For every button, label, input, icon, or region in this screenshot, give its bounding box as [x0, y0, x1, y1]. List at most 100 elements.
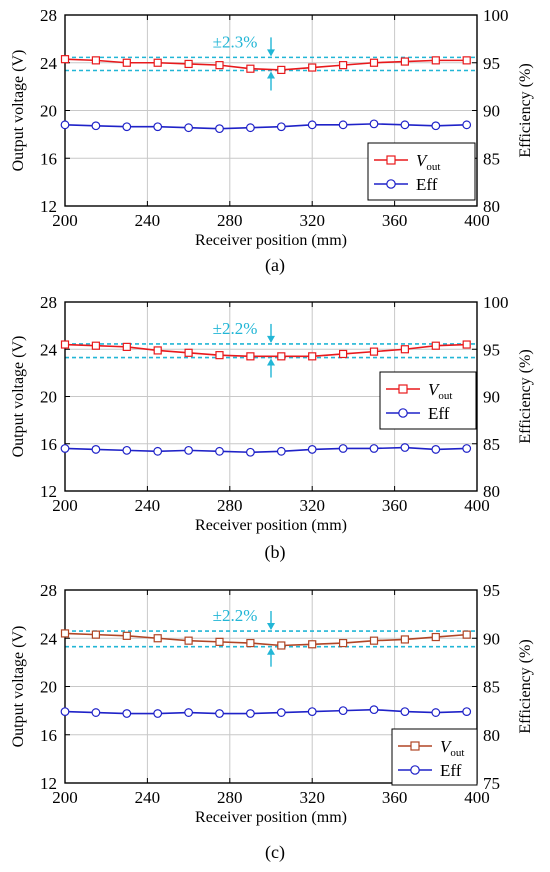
data-point-vout — [308, 63, 317, 72]
data-point-eff — [338, 706, 348, 716]
data-point-eff — [431, 445, 441, 454]
data-point-eff — [338, 120, 348, 130]
data-point-vout — [246, 64, 255, 73]
data-point-vout — [184, 59, 193, 69]
data-point-eff — [153, 709, 163, 718]
x-tick-label: 400 — [464, 211, 490, 230]
y-right-tick-label: 80 — [483, 197, 500, 216]
legend-box — [391, 728, 478, 786]
data-point-vout — [60, 629, 70, 638]
data-point-vout — [339, 349, 348, 359]
data-point-eff — [307, 707, 317, 716]
x-tick-label: 200 — [52, 211, 78, 230]
data-point-vout — [308, 640, 317, 649]
data-point-vout — [339, 638, 348, 648]
data-point-eff — [276, 446, 286, 456]
y-right-axis-label: Efficiency (%) — [517, 639, 534, 733]
data-point-vout — [60, 55, 70, 64]
legend-label-subscript: out — [426, 161, 440, 173]
data-point-eff — [462, 707, 472, 716]
data-point-vout — [122, 58, 131, 67]
x-tick-label: 240 — [135, 496, 161, 515]
data-point-eff — [60, 444, 70, 453]
panel-label: (b) — [265, 542, 286, 563]
panel-label: (a) — [265, 255, 285, 276]
data-point-eff — [400, 443, 410, 452]
data-point-vout — [91, 56, 101, 65]
data-point-eff — [184, 123, 194, 133]
data-point-eff — [276, 122, 286, 132]
arrow-up-icon — [267, 647, 275, 655]
series-line-eff — [64, 446, 467, 454]
legend-square-marker-icon — [386, 155, 396, 165]
data-point-vout — [215, 351, 224, 360]
data-point-vout — [462, 630, 471, 639]
data-point-eff — [307, 120, 317, 130]
arrow-up-icon — [267, 71, 275, 79]
y-left-axis-label: Output voltage (V) — [10, 50, 27, 172]
y-right-tick-label: 75 — [483, 774, 500, 793]
x-tick-label: 360 — [382, 788, 408, 807]
data-point-eff — [60, 120, 70, 130]
y-left-tick-label: 16 — [40, 435, 57, 454]
data-point-eff — [184, 445, 194, 455]
data-point-eff — [431, 708, 441, 717]
data-point-eff — [462, 444, 472, 453]
x-tick-label: 400 — [464, 496, 490, 515]
data-point-eff — [245, 447, 255, 457]
data-point-eff — [122, 122, 132, 132]
data-point-eff — [60, 707, 70, 716]
data-point-vout — [462, 340, 471, 349]
arrow-down-icon — [267, 49, 275, 57]
data-point-eff — [184, 708, 194, 717]
x-axis-label: Receiver position (mm) — [195, 232, 347, 249]
legend-box — [379, 371, 477, 430]
data-point-vout — [122, 631, 131, 640]
data-point-vout — [215, 61, 224, 70]
y-left-tick-label: 28 — [40, 293, 57, 312]
arrow-down-icon — [267, 335, 275, 343]
y-left-tick-label: 24 — [40, 340, 58, 359]
y-right-tick-label: 85 — [483, 435, 500, 454]
y-left-tick-label: 12 — [40, 197, 57, 216]
y-left-tick-label: 24 — [40, 54, 58, 73]
legend-label-subscript: out — [450, 747, 464, 759]
data-point-vout — [277, 65, 286, 75]
legend-circle-marker-icon — [410, 765, 420, 775]
data-point-eff — [122, 709, 132, 718]
data-point-vout — [153, 58, 162, 67]
data-point-eff — [91, 708, 101, 717]
x-tick-label: 320 — [299, 211, 325, 230]
x-axis-label: Receiver position (mm) — [195, 809, 347, 826]
data-point-vout — [277, 352, 286, 361]
data-point-vout — [369, 58, 379, 67]
y-left-axis-label: Output voltage (V) — [10, 336, 27, 458]
data-point-vout — [462, 56, 471, 65]
data-point-eff — [462, 120, 472, 130]
legend-label-eff: Eff — [428, 404, 450, 423]
panel-label: (c) — [265, 842, 285, 863]
data-point-eff — [215, 446, 224, 456]
x-tick-label: 200 — [52, 788, 78, 807]
data-point-vout — [246, 638, 255, 648]
data-point-vout — [369, 347, 379, 356]
y-right-tick-label: 80 — [483, 726, 500, 745]
x-tick-label: 240 — [135, 211, 161, 230]
data-point-vout — [431, 632, 440, 642]
data-point-vout — [339, 61, 348, 70]
y-left-tick-label: 28 — [40, 581, 57, 600]
data-point-eff — [91, 121, 101, 131]
data-point-eff — [431, 121, 441, 131]
data-point-eff — [307, 445, 317, 454]
tolerance-annotation: ±2.2% — [213, 606, 258, 625]
y-right-tick-label: 90 — [483, 629, 500, 648]
x-tick-label: 280 — [217, 788, 243, 807]
legend-label-eff: Eff — [416, 175, 438, 194]
data-point-vout — [91, 341, 101, 350]
chart-panel-1: 200 240 280 320 360 400 12 16 20 24 28 80 85 90 95 100 R… — [10, 6, 534, 249]
legend-circle-marker-icon — [398, 408, 408, 418]
y-right-tick-label: 95 — [483, 340, 500, 359]
legend-square-marker-icon — [398, 384, 408, 394]
arrow-up-icon — [267, 358, 275, 366]
